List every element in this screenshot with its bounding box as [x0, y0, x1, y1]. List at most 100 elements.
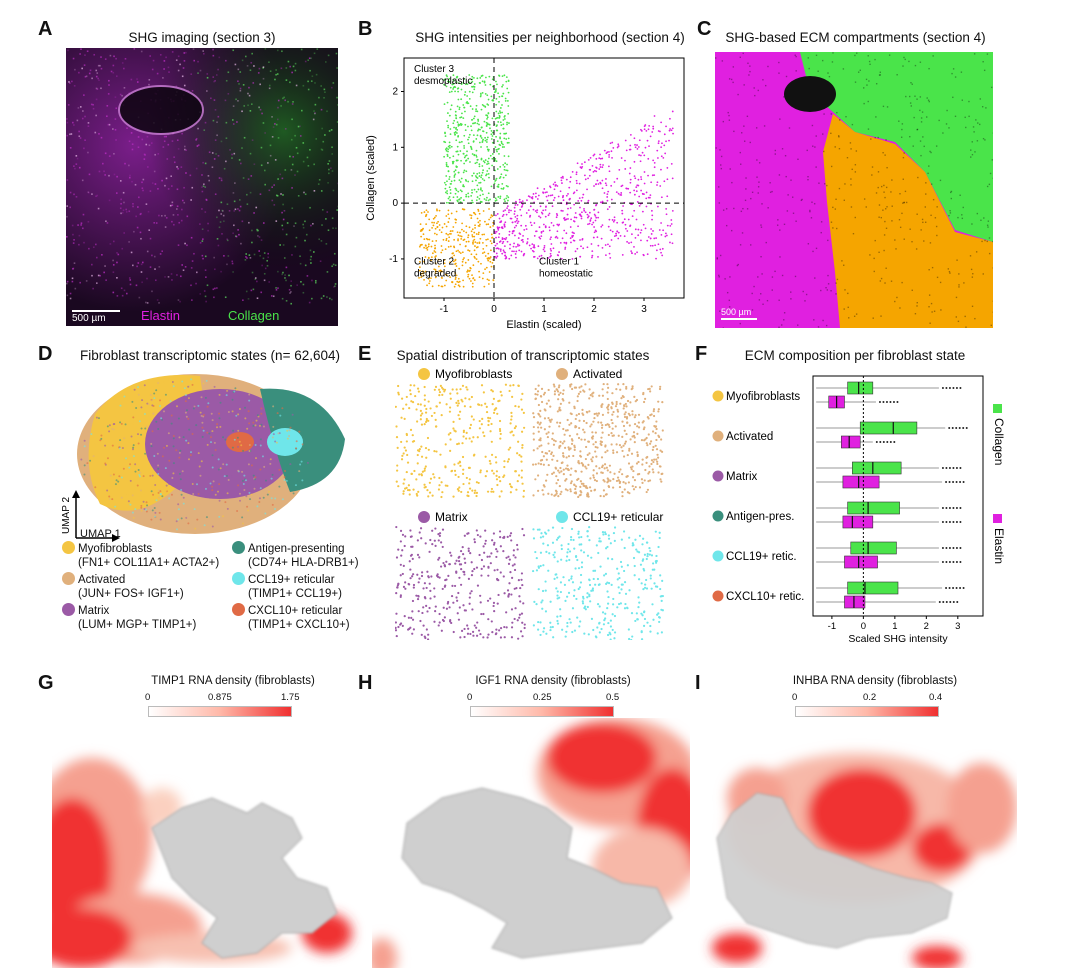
ecm-speckle: [835, 198, 837, 200]
spatial-point: [487, 633, 490, 636]
scatter-point: [523, 252, 526, 255]
scatter-point: [468, 133, 471, 136]
shg-speckle: [310, 255, 312, 258]
ecm-speckle: [757, 186, 760, 188]
shg-speckle: [167, 188, 170, 190]
scatter-point: [545, 195, 548, 198]
spatial-point: [607, 478, 610, 481]
shg-speckle: [78, 135, 81, 138]
scatter-point: [434, 276, 437, 279]
ecm-speckle: [842, 68, 845, 70]
shg-speckle: [249, 257, 252, 259]
spatial-point: [504, 383, 508, 386]
scatter-point: [473, 115, 476, 118]
spatial-point: [453, 469, 457, 472]
shg-speckle: [248, 254, 251, 256]
scatter-point: [501, 111, 504, 114]
shg-speckle: [310, 224, 312, 227]
spatial-point: [623, 413, 626, 416]
ecm-speckle: [916, 128, 919, 131]
umap-point: [224, 438, 227, 441]
umap-point: [150, 490, 153, 493]
shg-speckle: [116, 252, 118, 254]
ecm-speckle: [811, 201, 813, 203]
spatial-point: [582, 551, 586, 554]
shg-speckle: [169, 204, 172, 207]
umap-point: [154, 508, 157, 511]
scatter-point: [563, 219, 566, 221]
spatial-point: [576, 399, 579, 403]
spatial-point: [574, 417, 577, 421]
spatial-point: [607, 537, 611, 540]
shg-speckle: [317, 183, 320, 185]
scatter-point: [502, 213, 505, 216]
scatter-point: [462, 258, 465, 261]
scatter-point: [609, 142, 612, 145]
ecm-speckle: [888, 54, 891, 56]
umap-point: [297, 479, 300, 482]
scatter-point: [544, 191, 547, 194]
umap-point: [187, 442, 190, 445]
spatial-point: [573, 405, 576, 408]
shg-speckle: [106, 104, 109, 107]
shg-speckle: [287, 100, 289, 103]
scatter-point: [552, 247, 555, 250]
spatial-point: [536, 474, 540, 477]
spatial-point: [514, 556, 517, 559]
shg-speckle: [332, 263, 335, 266]
umap-point: [141, 399, 144, 402]
scatter-point: [516, 214, 519, 217]
umap-point: [218, 393, 221, 396]
scatter-point: [464, 129, 467, 132]
spatial-point: [592, 474, 595, 477]
ecm-speckle: [969, 255, 972, 257]
spatial-point: [457, 402, 460, 405]
shg-speckle: [149, 266, 152, 268]
spatial-point: [613, 637, 616, 640]
umap-point: [118, 472, 121, 475]
umap-point: [255, 457, 258, 460]
ecm-speckle: [762, 79, 764, 81]
scatter-point: [507, 185, 509, 188]
scatter-point: [608, 150, 610, 153]
umap-point: [234, 516, 237, 519]
shg-speckle: [100, 56, 102, 58]
scatter-point: [498, 75, 501, 77]
scatter-point: [658, 229, 661, 231]
scatter-point: [565, 203, 568, 206]
spatial-point: [553, 494, 556, 497]
scatter-point: [468, 74, 471, 76]
ecm-speckle: [827, 274, 829, 277]
spatial-point: [546, 435, 549, 439]
umap-point: [185, 415, 188, 418]
scatter-point: [524, 224, 527, 227]
shg-speckle: [300, 48, 303, 51]
scatter-point: [425, 223, 428, 226]
scatter-point: [670, 233, 673, 236]
spatial-point: [422, 587, 425, 590]
spatial-point: [543, 408, 546, 411]
umap-point: [129, 463, 132, 466]
umap-point: [211, 419, 214, 422]
scatter-point: [555, 212, 558, 215]
ecm-speckle: [778, 174, 781, 176]
scatter-point: [494, 232, 497, 235]
spatial-point: [408, 627, 411, 631]
umap-point: [280, 450, 283, 453]
umap-point: [213, 441, 216, 444]
shg-speckle: [281, 224, 284, 227]
scatter-point: [483, 285, 486, 288]
scatter-point: [447, 240, 450, 242]
ecm-speckle: [952, 68, 955, 70]
spatial-point: [475, 491, 479, 495]
spatial-point: [427, 576, 430, 579]
scatter-point: [643, 193, 645, 196]
shg-speckle: [132, 205, 134, 208]
scatter-point: [483, 198, 486, 200]
spatial-point: [604, 547, 608, 550]
ecm-speckle: [988, 252, 991, 255]
umap-point: [100, 434, 103, 437]
ecm-speckle: [931, 311, 933, 313]
scatter-point: [611, 156, 613, 159]
